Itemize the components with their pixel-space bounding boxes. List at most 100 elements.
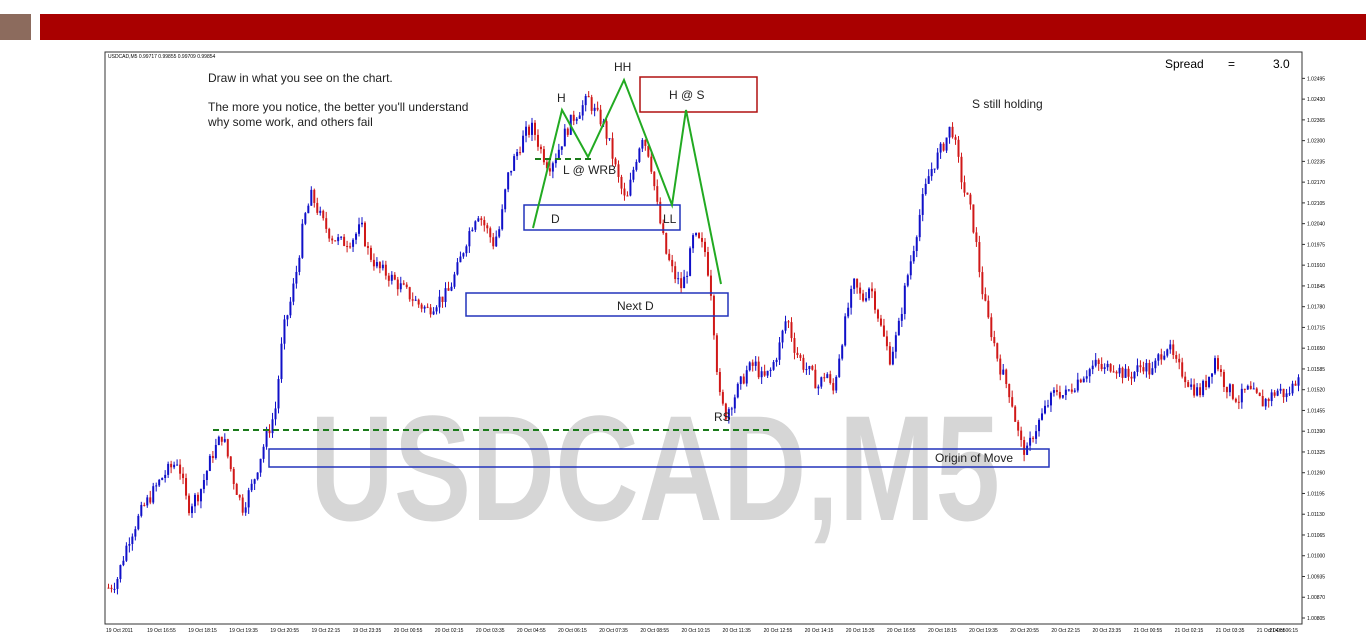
candle-body — [140, 504, 143, 516]
candle-body — [247, 490, 250, 508]
x-tick-label: 19 Oct 23:35 — [353, 628, 382, 634]
candle-body — [513, 156, 516, 171]
candle-body — [847, 307, 850, 317]
candle-body — [1213, 358, 1216, 374]
candle-body — [361, 222, 364, 225]
candle-body — [587, 96, 590, 98]
candle-body — [605, 121, 608, 139]
candle-body — [283, 319, 286, 344]
candle-body — [1032, 437, 1035, 439]
candle-body — [1094, 359, 1097, 366]
candle-body — [1276, 390, 1279, 396]
candle-body — [596, 107, 599, 110]
candle-body — [620, 176, 623, 189]
slide-accent-square — [0, 14, 31, 40]
candle-body — [823, 377, 826, 379]
candle-body — [131, 536, 134, 544]
candle-body — [295, 271, 298, 284]
candle-body — [1240, 388, 1243, 403]
candle-body — [638, 148, 641, 162]
candle-body — [829, 374, 832, 383]
candle-body — [748, 362, 751, 371]
x-tick-label: 20 Oct 10:15 — [681, 628, 710, 634]
x-tick-label: 20 Oct 20:55 — [1010, 628, 1039, 634]
candle-body — [850, 288, 853, 308]
label-rs: RS — [714, 410, 731, 424]
candle-body — [933, 168, 936, 170]
x-tick-label: 20 Oct 04:55 — [517, 628, 546, 634]
candle-body — [390, 274, 393, 281]
candle-body — [1121, 367, 1124, 378]
candle-body — [903, 285, 906, 314]
candle-body — [1005, 369, 1008, 384]
candle-body — [122, 560, 125, 566]
candle-body — [396, 279, 399, 290]
x-tick-label: 20 Oct 07:35 — [599, 628, 628, 634]
box-next-d — [465, 292, 729, 317]
candle-body — [835, 376, 838, 391]
candle-body — [423, 306, 426, 309]
candle-body — [1154, 360, 1157, 369]
candle-body — [232, 469, 235, 484]
candle-body — [817, 386, 820, 389]
candle-body — [680, 278, 683, 289]
label-h: H — [557, 91, 566, 105]
candle-body — [193, 494, 196, 507]
candle-body — [414, 299, 417, 301]
candle-body — [1127, 368, 1130, 377]
candle-body — [205, 470, 208, 481]
candle-body — [751, 362, 754, 366]
label-origin-of-move: Origin of Move — [935, 451, 1013, 465]
candle-body — [1026, 445, 1029, 455]
candle-body — [832, 382, 835, 391]
candle-body — [1163, 355, 1166, 360]
candle-body — [322, 210, 325, 219]
candle-body — [143, 504, 146, 506]
candle-body — [1088, 369, 1091, 377]
candle-body — [644, 139, 647, 146]
candle-body — [1014, 406, 1017, 422]
candle-body — [107, 587, 110, 589]
candle-body — [871, 288, 874, 292]
y-tick-label: 1.01520 — [1307, 388, 1325, 394]
candle-body — [692, 235, 695, 249]
candle-body — [217, 436, 220, 445]
candle-body — [918, 214, 921, 238]
candle-body — [647, 145, 650, 157]
y-tick-label: 1.00870 — [1307, 595, 1325, 601]
y-tick-label: 1.01000 — [1307, 554, 1325, 560]
candle-body — [220, 436, 223, 442]
y-tick-label: 1.01975 — [1307, 242, 1325, 248]
candle-body — [1199, 387, 1202, 396]
candle-body — [551, 163, 554, 172]
candle-body — [334, 240, 337, 242]
candle-body — [1237, 401, 1240, 403]
candle-body — [1219, 369, 1222, 372]
candle-body — [1058, 391, 1061, 398]
candle-body — [1222, 371, 1225, 387]
candle-body — [1082, 378, 1085, 383]
watermark: USDCAD,M5 — [310, 384, 1000, 552]
candle-body — [1061, 395, 1064, 398]
candle-body — [924, 183, 927, 195]
candle-body — [766, 370, 769, 376]
candle-body — [202, 480, 205, 490]
candle-body — [671, 259, 674, 267]
x-tick-label: 20 Oct 08:55 — [640, 628, 669, 634]
candle-body — [862, 293, 865, 301]
candle-body — [1046, 405, 1049, 407]
y-tick-label: 1.02495 — [1307, 76, 1325, 82]
x-tick-label: 20 Oct 06:15 — [558, 628, 587, 634]
candle-body — [310, 189, 313, 206]
candle-body — [1020, 430, 1023, 441]
candle-body — [799, 355, 802, 358]
zigzag-lines — [532, 77, 722, 285]
candle-body — [841, 345, 844, 359]
candle-body — [739, 376, 742, 384]
candle-body — [772, 362, 775, 370]
candle-body — [450, 286, 453, 291]
candle-body — [960, 156, 963, 183]
candle-body — [1139, 365, 1142, 368]
spread-label: Spread — [1165, 57, 1204, 71]
